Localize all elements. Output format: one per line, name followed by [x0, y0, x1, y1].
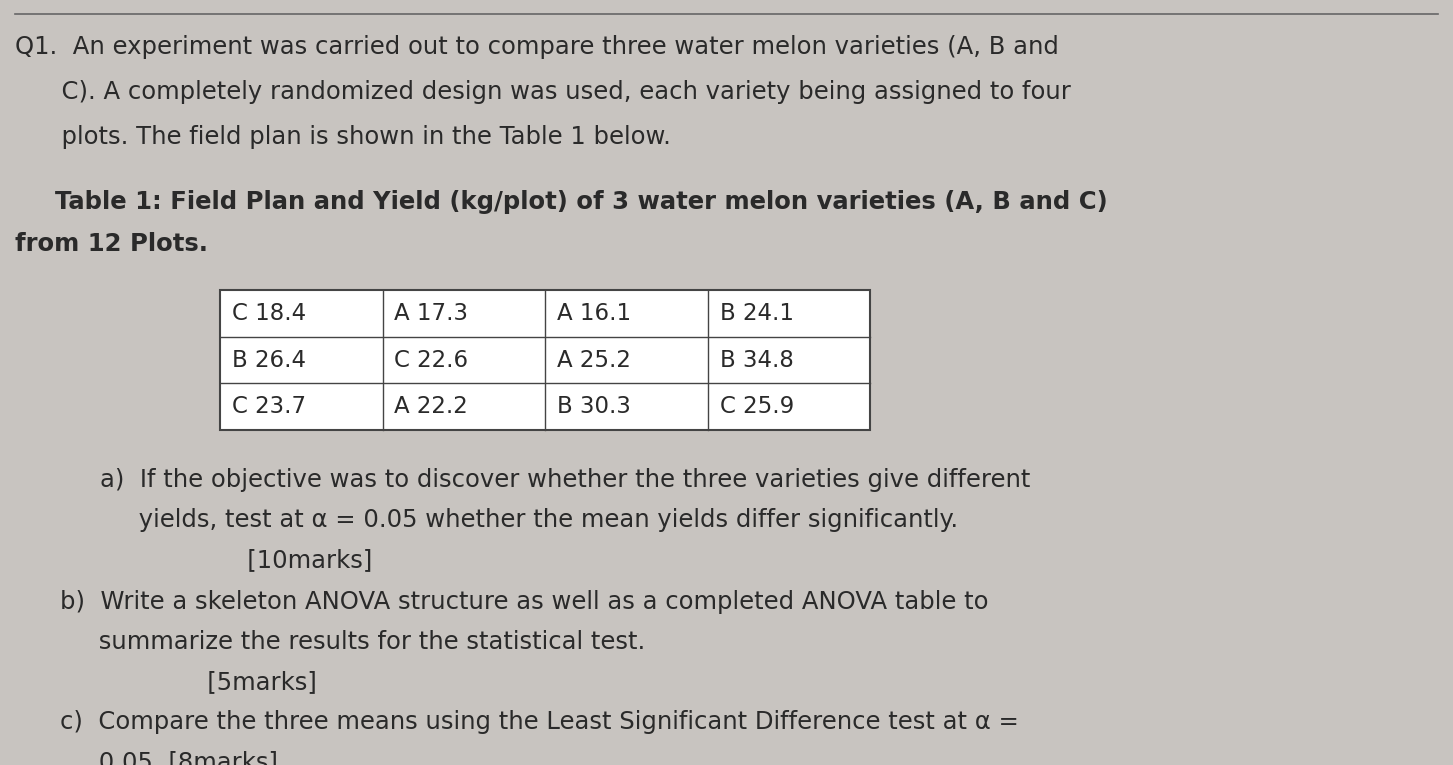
- Text: from 12 Plots.: from 12 Plots.: [15, 232, 208, 256]
- Text: A 16.1: A 16.1: [556, 302, 631, 325]
- Bar: [219, 290, 870, 430]
- Text: B 26.4: B 26.4: [232, 349, 307, 372]
- Text: C). A completely randomized design was used, each variety being assigned to four: C). A completely randomized design was u…: [15, 80, 1071, 104]
- Text: [10marks]: [10marks]: [100, 548, 372, 572]
- Text: B 30.3: B 30.3: [556, 396, 631, 418]
- Text: B 24.1: B 24.1: [719, 302, 793, 325]
- Text: C 25.9: C 25.9: [719, 396, 793, 418]
- Text: A 22.2: A 22.2: [395, 396, 468, 418]
- Text: A 17.3: A 17.3: [395, 302, 468, 325]
- Text: B 34.8: B 34.8: [719, 349, 793, 372]
- Text: C 18.4: C 18.4: [232, 302, 307, 325]
- Text: a)  If the objective was to discover whether the three varieties give different: a) If the objective was to discover whet…: [100, 468, 1030, 492]
- Text: [5marks]: [5marks]: [60, 670, 317, 694]
- Text: plots. The field plan is shown in the Table 1 below.: plots. The field plan is shown in the Ta…: [15, 125, 671, 149]
- Text: Q1.  An experiment was carried out to compare three water melon varieties (A, B : Q1. An experiment was carried out to com…: [15, 35, 1059, 59]
- Text: c)  Compare the three means using the Least Significant Difference test at α =: c) Compare the three means using the Lea…: [60, 710, 1019, 734]
- Text: A 25.2: A 25.2: [556, 349, 631, 372]
- Text: yields, test at α = 0.05 whether the mean yields differ significantly.: yields, test at α = 0.05 whether the mea…: [100, 508, 958, 532]
- Text: C 22.6: C 22.6: [395, 349, 469, 372]
- Text: summarize the results for the statistical test.: summarize the results for the statistica…: [60, 630, 645, 654]
- Text: C 23.7: C 23.7: [232, 396, 307, 418]
- Text: b)  Write a skeleton ANOVA structure as well as a completed ANOVA table to: b) Write a skeleton ANOVA structure as w…: [60, 590, 988, 614]
- Text: 0.05  [8marks]: 0.05 [8marks]: [60, 750, 278, 765]
- Text: Table 1: Field Plan and Yield (kg/plot) of 3 water melon varieties (A, B and C): Table 1: Field Plan and Yield (kg/plot) …: [55, 190, 1107, 214]
